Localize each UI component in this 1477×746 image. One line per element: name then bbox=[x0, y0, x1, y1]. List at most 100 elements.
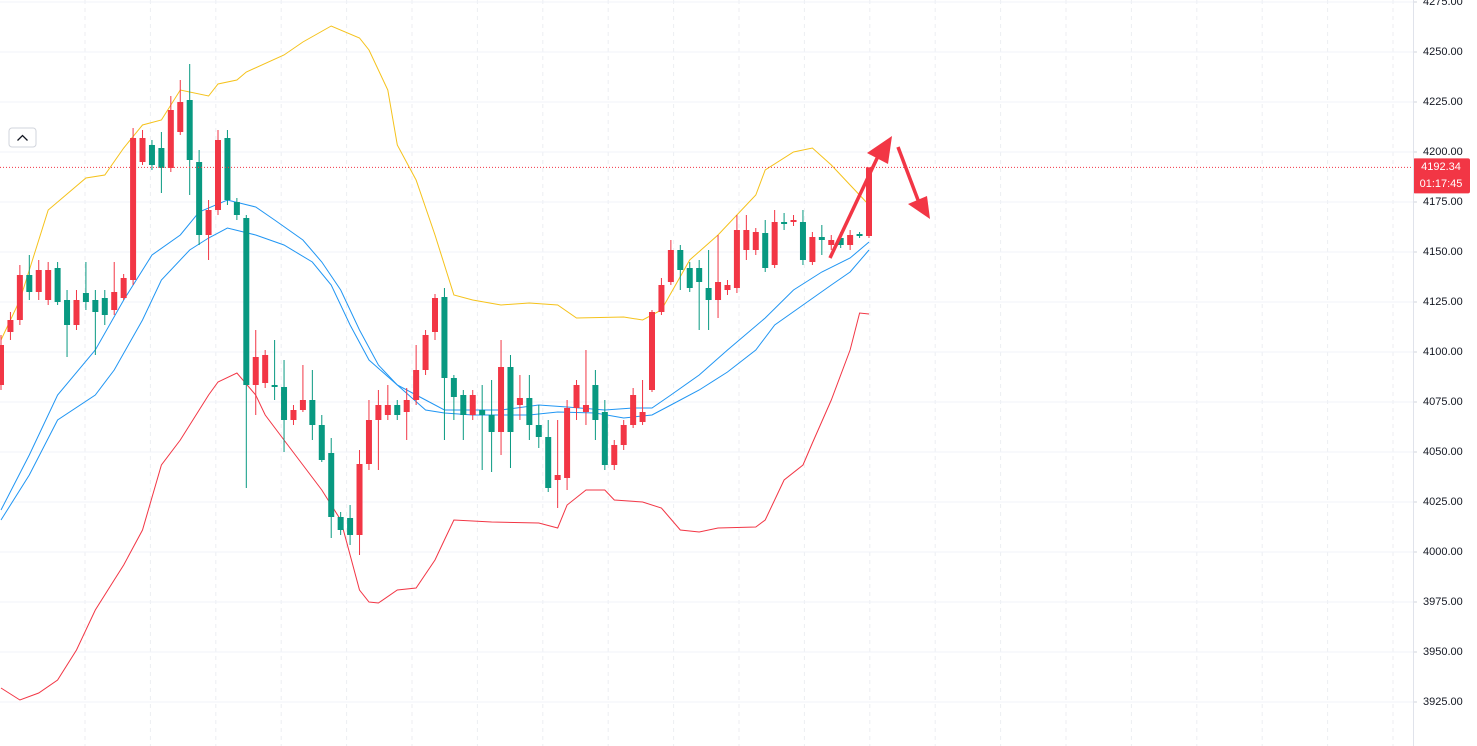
y-tick-label: 4075.00 bbox=[1423, 396, 1463, 408]
candle bbox=[64, 290, 71, 357]
y-tick-label: 4125.00 bbox=[1423, 296, 1463, 308]
candle bbox=[35, 260, 42, 300]
candle-body bbox=[186, 100, 193, 160]
arrow-up-shaft bbox=[828, 151, 882, 259]
candle bbox=[111, 262, 118, 315]
candle-body bbox=[611, 445, 618, 465]
candle-body bbox=[196, 162, 203, 235]
indicators bbox=[0, 25, 870, 701]
candle bbox=[384, 385, 391, 420]
candle bbox=[158, 132, 165, 193]
candle bbox=[365, 400, 372, 470]
candle bbox=[601, 400, 608, 470]
y-tick-label: 4250.00 bbox=[1423, 46, 1463, 58]
candle-body bbox=[545, 437, 552, 488]
candle bbox=[771, 210, 778, 268]
candle-body bbox=[441, 297, 448, 378]
candle bbox=[667, 240, 674, 285]
candle-body bbox=[130, 138, 137, 280]
candle-body bbox=[658, 285, 665, 312]
candle bbox=[328, 438, 335, 538]
candle bbox=[799, 210, 806, 265]
candle bbox=[743, 215, 750, 260]
candle bbox=[762, 220, 769, 272]
candle bbox=[233, 198, 240, 220]
candle bbox=[620, 420, 627, 450]
candle-body bbox=[582, 405, 589, 412]
candle bbox=[866, 167, 872, 238]
candle bbox=[847, 230, 854, 250]
candle bbox=[658, 278, 665, 315]
y-tick-label: 4050.00 bbox=[1423, 446, 1463, 458]
candle-body bbox=[205, 210, 212, 235]
arrow-up bbox=[828, 136, 892, 259]
candle-body bbox=[290, 410, 297, 420]
y-tick-label: 4200.00 bbox=[1423, 146, 1463, 158]
candle-body bbox=[799, 222, 806, 260]
y-tick-label: 4275.00 bbox=[1423, 0, 1463, 8]
candle-body bbox=[309, 400, 316, 425]
candle-body bbox=[45, 270, 52, 300]
candle-body bbox=[422, 335, 429, 370]
candle-body bbox=[639, 412, 646, 422]
arrow-up-head bbox=[867, 136, 892, 164]
y-tick-label: 4225.00 bbox=[1423, 96, 1463, 108]
candle bbox=[526, 375, 533, 440]
candle-body bbox=[271, 385, 278, 387]
candle-body bbox=[781, 222, 788, 224]
candle bbox=[441, 288, 448, 440]
y-tick-label: 4100.00 bbox=[1423, 346, 1463, 358]
candle bbox=[715, 235, 722, 318]
candle-body bbox=[564, 408, 571, 478]
candle bbox=[186, 64, 193, 195]
candle bbox=[252, 330, 259, 415]
collapse-button[interactable] bbox=[8, 127, 37, 148]
countdown-label: 01:17:45 bbox=[1420, 178, 1463, 190]
candle bbox=[686, 262, 693, 292]
candle bbox=[498, 340, 505, 455]
candle-body bbox=[573, 385, 580, 408]
candle-body bbox=[0, 345, 4, 385]
candle-body bbox=[866, 167, 872, 236]
indicator-line bbox=[0, 227, 870, 521]
candle-body bbox=[724, 285, 731, 290]
candle bbox=[177, 80, 184, 135]
candle-body bbox=[356, 464, 363, 535]
candle-body bbox=[498, 367, 505, 432]
y-tick-label: 3925.00 bbox=[1423, 696, 1463, 708]
candle bbox=[724, 280, 731, 295]
candle-body bbox=[73, 300, 80, 325]
candle-body bbox=[818, 237, 825, 240]
candle-body bbox=[148, 145, 155, 165]
candle bbox=[82, 262, 89, 310]
candle bbox=[705, 250, 712, 330]
candle-body bbox=[809, 237, 816, 262]
candle-body bbox=[630, 395, 637, 425]
candle bbox=[281, 360, 288, 452]
candle-body bbox=[535, 425, 542, 437]
candle bbox=[262, 350, 269, 388]
candle-body bbox=[507, 367, 514, 432]
candle bbox=[545, 420, 552, 492]
candle bbox=[535, 405, 542, 448]
candle-body bbox=[26, 275, 33, 292]
candle-body bbox=[677, 250, 684, 270]
candle-body bbox=[54, 268, 61, 302]
candle-body bbox=[120, 278, 127, 298]
candle bbox=[375, 390, 382, 470]
candle bbox=[413, 345, 420, 405]
candle-body bbox=[375, 405, 382, 420]
candle bbox=[224, 130, 231, 205]
arrow-down-shaft bbox=[896, 146, 920, 201]
candle-body bbox=[111, 292, 118, 310]
candle-body bbox=[337, 517, 344, 530]
candle-body bbox=[252, 357, 259, 385]
candle bbox=[649, 310, 655, 392]
candle bbox=[54, 262, 61, 305]
candle-body bbox=[601, 412, 608, 465]
candle-body bbox=[705, 288, 712, 300]
candle-body bbox=[649, 312, 655, 390]
candle bbox=[196, 150, 203, 245]
